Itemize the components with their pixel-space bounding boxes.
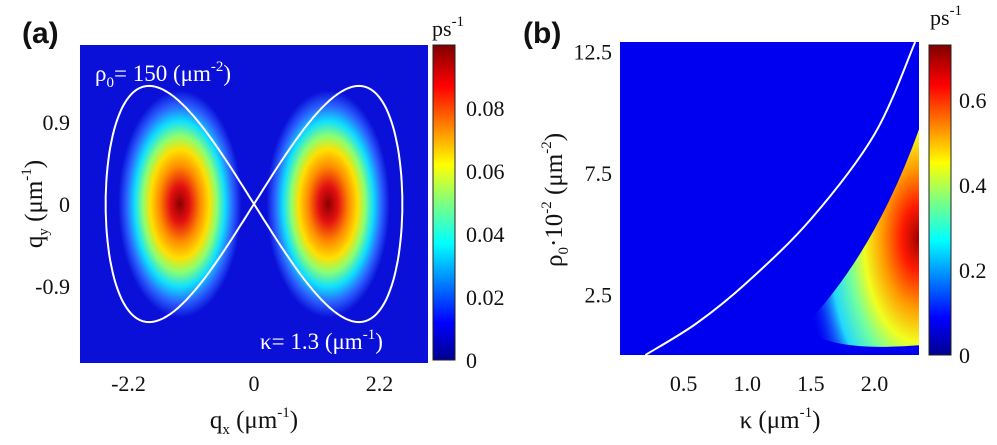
- plot-a-xtick-2: 2.2: [366, 371, 394, 396]
- plot-a-ylabel: qy (μm-1): [19, 160, 52, 248]
- plot-a-ytick-0: 0.9: [43, 110, 71, 135]
- colorbar-b-tick-2: 0.2: [959, 258, 987, 283]
- plot-b-xticks: 0.5 1.0 1.5 2.0: [670, 371, 888, 396]
- colorbar-a-bar: [432, 44, 456, 361]
- kappa-annotation: κ= 1.3 (μm-1): [260, 327, 383, 354]
- plot-b-ytick-0: 12.5: [574, 40, 613, 65]
- colorbar-a-title: ps-1: [432, 14, 464, 41]
- plot-b-xtick-0: 0.5: [670, 371, 698, 396]
- colorbar-a-tick-2: 0.04: [466, 222, 505, 247]
- plot-a-ytick-1: 0: [59, 192, 70, 217]
- density-annotation: ρ0= 150 (μm-2): [95, 59, 231, 91]
- plot-b-xlabel: κ (μm-1): [740, 405, 821, 434]
- lobe-maximum-right: [266, 90, 390, 318]
- colorbar-b-bar: [928, 44, 952, 356]
- plot-b-hot-region: [804, 129, 919, 347]
- figure-eight-contour: [104, 84, 404, 324]
- plot-a-xticks: -2.2 0 2.2: [111, 371, 393, 396]
- plot-a-annotations: ρ0= 150 (μm-2) κ= 1.3 (μm-1): [95, 59, 383, 354]
- panel-b-label: (b): [523, 17, 561, 50]
- plot-b-yticks: 12.5 7.5 2.5: [574, 40, 613, 308]
- colorbar-a-tick-1: 0.06: [466, 159, 505, 184]
- plot-b-xtick-3: 2.0: [861, 371, 889, 396]
- colorbar-b-tick-0: 0.6: [959, 88, 987, 113]
- plot-a-xtick-0: -2.2: [111, 371, 146, 396]
- colorbar-b-tick-1: 0.4: [959, 173, 987, 198]
- plot-b-xtick-2: 1.5: [797, 371, 825, 396]
- plot-a-ytick-2: -0.9: [35, 274, 70, 299]
- colorbar-a-tick-3: 0.02: [466, 285, 505, 310]
- colorbar-b: ps-1 0.6 0.4 0.2 0: [928, 3, 987, 368]
- panel-a-label: (a): [22, 17, 59, 50]
- plot-a-xlabel: qx (μm-1): [210, 405, 298, 438]
- colorbar-a-tick-0: 0.08: [466, 96, 505, 121]
- plot-a: [80, 45, 428, 363]
- colorbar-b-tick-3: 0: [959, 343, 970, 368]
- plot-b-xtick-1: 1.0: [733, 371, 761, 396]
- plot-b: [620, 42, 919, 355]
- plot-a-xtick-1: 0: [249, 371, 260, 396]
- colorbar-a-tick-4: 0: [466, 348, 477, 373]
- plot-b-ytick-1: 7.5: [585, 161, 613, 186]
- lobe-maximum-left: [118, 90, 242, 318]
- plot-b-boundary-curve: [644, 42, 917, 355]
- plot-b-ytick-2: 2.5: [585, 282, 613, 307]
- colorbar-b-title: ps-1: [930, 3, 962, 30]
- plot-b-ylabel: ρ0·10-2 (μm-2): [539, 133, 572, 267]
- colorbar-a: ps-1 0.08 0.06 0.04 0.02 0: [432, 14, 505, 373]
- plot-a-yticks: 0.9 0 -0.9: [35, 110, 70, 299]
